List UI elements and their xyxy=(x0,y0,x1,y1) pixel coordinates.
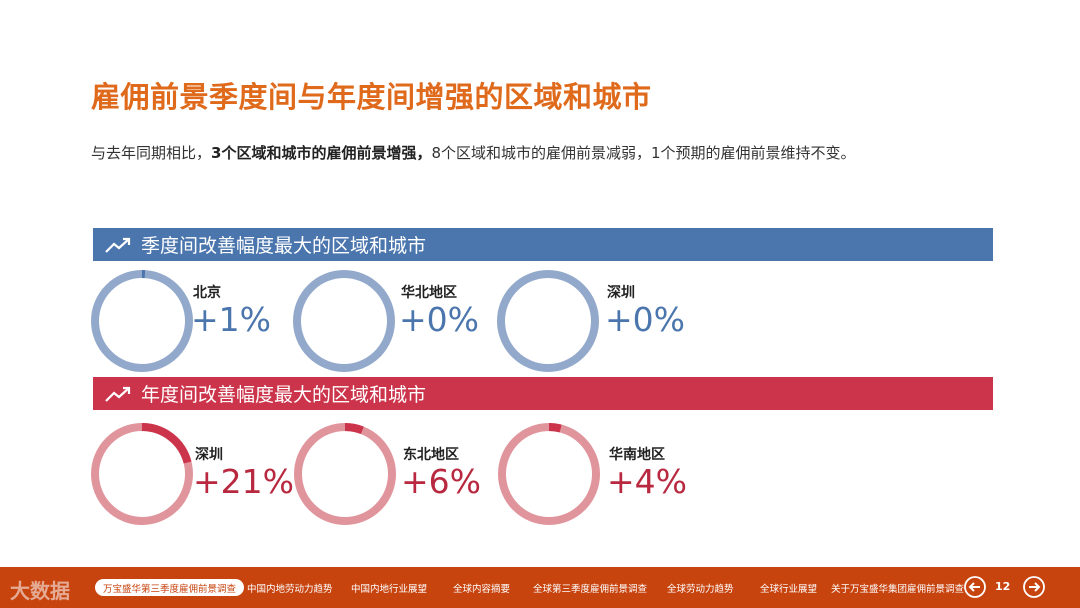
quarterly-value-2: +0% xyxy=(399,300,480,339)
quarterly-city-3: 深圳 xyxy=(607,285,635,301)
footer-tab-1[interactable]: 中国内地劳动力趋势 xyxy=(247,583,333,595)
footer-tab-2[interactable]: 中国内地行业展望 xyxy=(351,583,428,595)
footer-tab-3[interactable]: 全球内容摘要 xyxy=(453,583,511,595)
ring-track xyxy=(497,270,599,372)
footer-tab-6[interactable]: 全球行业展望 xyxy=(760,583,818,595)
brand-watermark: 大数据 xyxy=(10,579,70,603)
subtitle-bold: 3个区域和城市的雇佣前景增强， xyxy=(211,144,432,162)
page-subtitle: 与去年同期相比，3个区域和城市的雇佣前景增强，8个区域和城市的雇佣前景减弱，1个… xyxy=(91,142,856,163)
quarterly-heading: 季度间改善幅度最大的区域和城市 xyxy=(141,235,427,257)
yearly-value-1: +21% xyxy=(193,462,294,501)
page-title: 雇佣前景季度间与年度间增强的区域和城市 xyxy=(91,80,652,114)
quarterly-city-1: 北京 xyxy=(193,285,221,301)
ring-track xyxy=(293,270,395,372)
ring-progress-arc xyxy=(294,423,396,525)
subtitle-part1: 与去年同期相比， xyxy=(91,144,212,162)
footer-tab-5[interactable]: 全球劳动力趋势 xyxy=(667,583,734,595)
footer-tab-active[interactable]: 万宝盛华第三季度雇佣前景调查 xyxy=(95,579,245,596)
yearly-heading: 年度间改善幅度最大的区域和城市 xyxy=(141,384,427,406)
yearly-city-3: 华南地区 xyxy=(609,447,665,463)
yearly-value-3: +4% xyxy=(607,462,688,501)
quarterly-ring-1 xyxy=(91,270,193,372)
arrow-right-icon[interactable] xyxy=(1023,576,1045,598)
trend-up-icon xyxy=(105,237,131,253)
ring-progress-arc xyxy=(91,423,193,525)
quarterly-city-2: 华北地区 xyxy=(401,285,457,301)
quarterly-value-1: +1% xyxy=(191,300,272,339)
ring-track xyxy=(91,270,193,372)
trend-up-icon xyxy=(105,386,131,402)
yearly-value-2: +6% xyxy=(401,462,482,501)
yearly-city-1: 深圳 xyxy=(195,447,223,463)
yearly-ring-1 xyxy=(91,423,193,525)
footer-nav: 大数据 万宝盛华第三季度雇佣前景调查 中国内地劳动力趋势 中国内地行业展望 全球… xyxy=(0,567,1080,608)
footer-tab-7[interactable]: 关于万宝盛华集团雇佣前景调查 xyxy=(831,583,965,595)
yearly-band: 年度间改善幅度最大的区域和城市 xyxy=(93,377,993,410)
ring-track xyxy=(294,423,396,525)
quarterly-ring-2 xyxy=(293,270,395,372)
yearly-ring-3 xyxy=(498,423,600,525)
yearly-city-2: 东北地区 xyxy=(403,447,459,463)
quarterly-value-3: +0% xyxy=(605,300,686,339)
ring-track xyxy=(498,423,600,525)
footer-tab-4[interactable]: 全球第三季度雇佣前景调查 xyxy=(533,583,648,595)
yearly-ring-2 xyxy=(294,423,396,525)
arrow-left-icon[interactable] xyxy=(964,576,986,598)
subtitle-part2: 8个区域和城市的雇佣前景减弱，1个预期的雇佣前景维持不变。 xyxy=(431,144,856,162)
ring-progress-arc xyxy=(91,270,193,372)
page-number: 12 xyxy=(995,580,1011,593)
ring-progress-arc xyxy=(498,423,600,525)
quarterly-band: 季度间改善幅度最大的区域和城市 xyxy=(93,228,993,261)
quarterly-ring-3 xyxy=(497,270,599,372)
